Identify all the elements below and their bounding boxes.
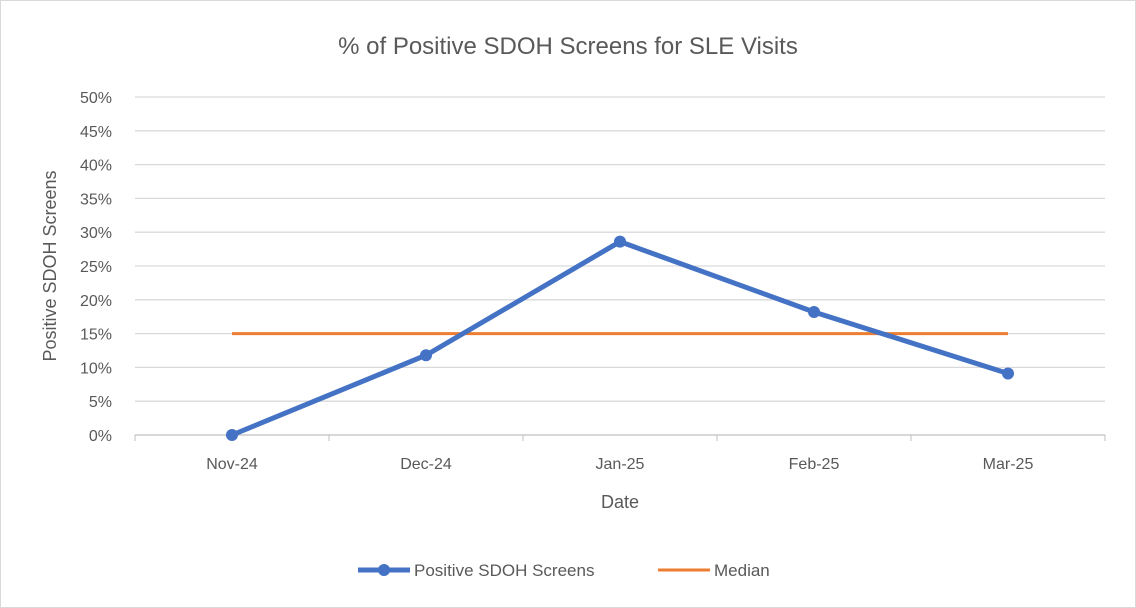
positive-sdoh-screens-point — [1002, 367, 1014, 380]
y-tick-label: 35% — [80, 191, 112, 208]
legend-positive-sdoh-screens-marker — [378, 564, 390, 576]
x-axis-label: Date — [601, 492, 639, 512]
y-tick-label: 50% — [80, 90, 112, 107]
y-tick-label: 5% — [89, 394, 112, 411]
legend-positive-sdoh-screens-label: Positive SDOH Screens — [414, 561, 594, 580]
y-tick-label: 45% — [80, 124, 112, 141]
y-tick-label: 40% — [80, 158, 112, 175]
x-tick-label: Nov-24 — [206, 456, 258, 473]
chart-title: % of Positive SDOH Screens for SLE Visit… — [338, 33, 798, 60]
positive-sdoh-screens-point — [614, 235, 626, 248]
legend-median-label: Median — [714, 561, 770, 580]
x-tick-label: Feb-25 — [789, 456, 840, 473]
y-tick-label: 15% — [80, 327, 112, 344]
x-tick-label: Jan-25 — [596, 456, 645, 473]
y-tick-label: 25% — [80, 259, 112, 276]
positive-sdoh-screens-point — [420, 349, 432, 362]
positive-sdoh-screens-point — [226, 429, 238, 441]
positive-sdoh-screens-line — [231, 239, 1009, 438]
x-tick-label: Mar-25 — [983, 456, 1034, 473]
y-axis-label: Positive SDOH Screens — [40, 170, 60, 361]
y-tick-label: 30% — [80, 225, 112, 242]
y-tick-label: 0% — [89, 428, 112, 445]
y-tick-label: 10% — [80, 360, 112, 377]
y-tick-label: 20% — [80, 293, 112, 310]
x-tick-label: Dec-24 — [400, 456, 452, 473]
positive-sdoh-screens-point — [808, 305, 820, 318]
